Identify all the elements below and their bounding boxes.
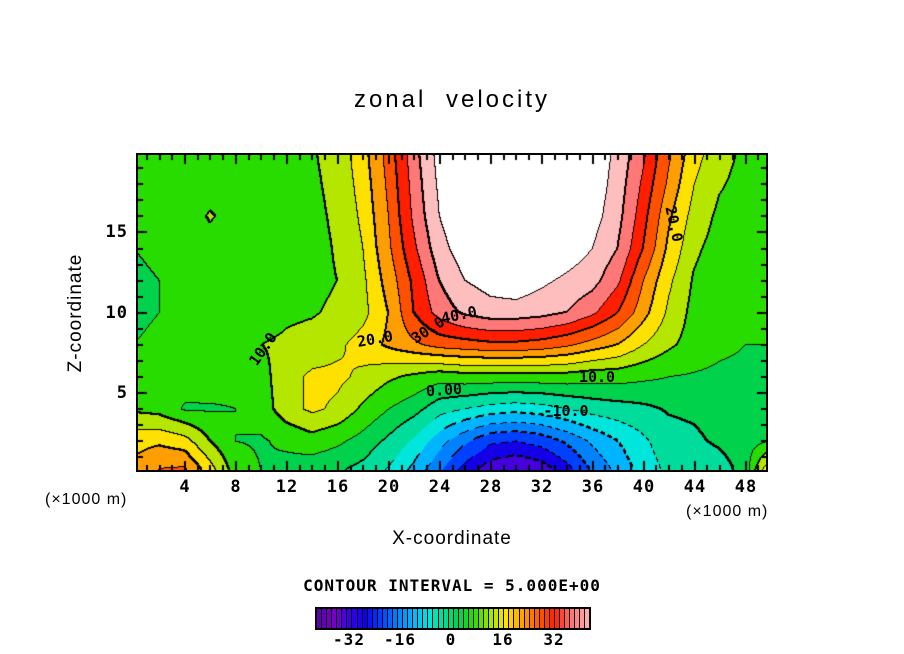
x-tick-label: 36 — [581, 477, 605, 497]
colorbar-cell — [392, 609, 398, 628]
colorbar-cell — [362, 609, 368, 628]
x-tick-label: 12 — [275, 477, 299, 497]
colorbar-cell — [504, 609, 510, 628]
colorbar-cell — [413, 609, 419, 628]
colorbar-cell — [534, 609, 540, 628]
colorbar-cell — [443, 609, 449, 628]
colorbar-cell — [448, 609, 454, 628]
colorbar-cell — [549, 609, 555, 628]
x-tick-label: 16 — [326, 477, 350, 497]
contour-line-label: 10.0 — [578, 368, 616, 386]
x-tick-label: 8 — [230, 477, 242, 497]
x-tick-label: 40 — [632, 477, 656, 497]
contour-interval-text: CONTOUR INTERVAL = 5.000E+00 — [303, 576, 601, 595]
colorbar-cell — [524, 609, 530, 628]
colorbar-cell — [539, 609, 545, 628]
colorbar-cell — [357, 609, 363, 628]
colorbar-cell — [484, 609, 490, 628]
colorbar-cell — [499, 609, 505, 628]
colorbar-cell — [372, 609, 378, 628]
x-tick-label: 20 — [377, 477, 401, 497]
colorbar-cell — [428, 609, 434, 628]
colorbar-cell — [560, 609, 566, 628]
colorbar-cell — [433, 609, 439, 628]
colorbar-cell — [544, 609, 550, 628]
colorbar-cell — [352, 609, 358, 628]
colorbar-cell — [327, 609, 333, 628]
colorbar-tick-label: 16 — [492, 630, 514, 649]
colorbar-cell — [438, 609, 444, 628]
plot-frame: 10.0 20.0 30.0 40.0 0.00 10.0 -10.0 20.0 — [136, 153, 768, 472]
colorbar-cell — [342, 609, 348, 628]
colorbar-cell — [398, 609, 404, 628]
colorbar-cell — [529, 609, 535, 628]
colorbar-cell — [489, 609, 495, 628]
colorbar-cell — [473, 609, 479, 628]
z-tick-label: 15 — [105, 222, 128, 242]
x-axis-unit-left: (×1000 m) — [45, 491, 128, 508]
z-tick-label: 5 — [116, 383, 128, 403]
colorbar-cell — [337, 609, 343, 628]
x-axis-unit-right: (×1000 m) — [686, 503, 769, 520]
x-tick-label: 24 — [428, 477, 452, 497]
colorbar-cell — [453, 609, 459, 628]
colorbar-cell — [408, 609, 414, 628]
colorbar-tick-label: -16 — [384, 630, 416, 649]
contour-line-label: 0.00 — [425, 379, 463, 401]
colorbar-cell — [585, 609, 590, 628]
colorbar-cell — [514, 609, 520, 628]
colorbar-tick-label: -32 — [333, 630, 365, 649]
colorbar-cell — [377, 609, 383, 628]
colorbar-cell — [494, 609, 500, 628]
z-tick-label: 10 — [105, 303, 128, 323]
x-tick-label: 48 — [734, 477, 758, 497]
colorbar-cell — [580, 609, 586, 628]
colorbar-cell — [479, 609, 485, 628]
colorbar-cell — [347, 609, 353, 628]
colorbar — [315, 607, 591, 630]
colorbar-cell — [317, 609, 323, 628]
colorbar-cell — [423, 609, 429, 628]
colorbar-tick-label: 32 — [543, 630, 565, 649]
colorbar-cell — [575, 609, 581, 628]
z-axis-title: Z-coordinate — [65, 253, 86, 373]
x-tick-label: 28 — [479, 477, 503, 497]
colorbar-cell — [463, 609, 469, 628]
x-tick-label: 32 — [530, 477, 554, 497]
colorbar-cell — [403, 609, 409, 628]
colorbar-cell — [570, 609, 576, 628]
colorbar-cell — [509, 609, 515, 628]
plot-title: zonal velocity — [353, 86, 551, 113]
colorbar-cell — [418, 609, 424, 628]
colorbar-cell — [565, 609, 571, 628]
contour-plot-canvas — [138, 155, 766, 470]
x-tick-label: 44 — [683, 477, 707, 497]
colorbar-cell — [322, 609, 328, 628]
colorbar-cell — [468, 609, 474, 628]
colorbar-cell — [554, 609, 560, 628]
colorbar-cell — [382, 609, 388, 628]
contour-line-label: -10.0 — [543, 402, 589, 420]
colorbar-cell — [458, 609, 464, 628]
colorbar-tick-label: 0 — [445, 630, 457, 649]
colorbar-cell — [332, 609, 338, 628]
x-axis-title: X-coordinate — [392, 528, 512, 549]
colorbar-cell — [519, 609, 525, 628]
x-tick-label: 4 — [179, 477, 191, 497]
colorbar-cell — [387, 609, 393, 628]
colorbar-cell — [367, 609, 373, 628]
